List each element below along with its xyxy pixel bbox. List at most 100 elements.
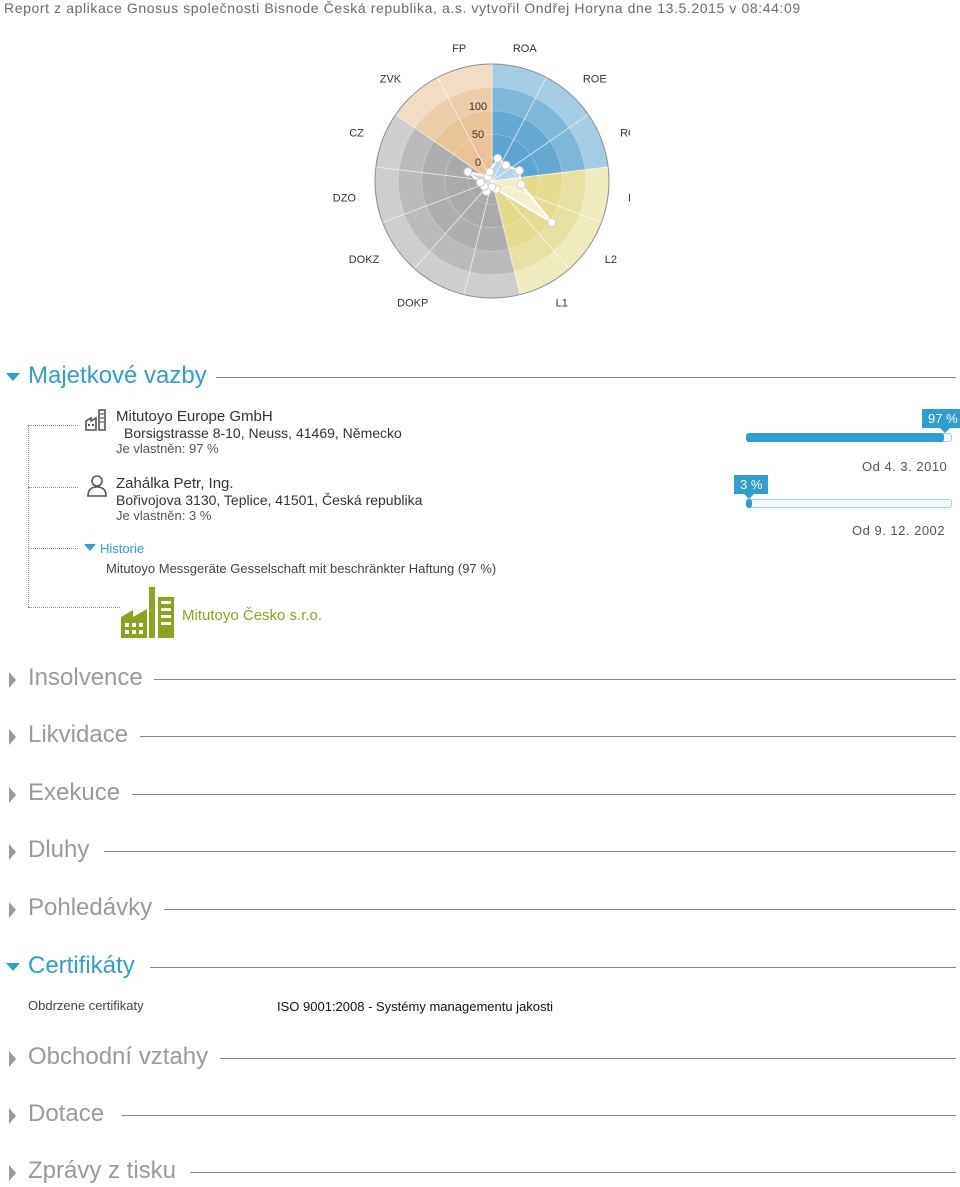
radar-data-point — [547, 217, 557, 227]
section-likvidace[interactable]: Likvidace — [0, 721, 960, 751]
bar-fill — [746, 433, 944, 442]
radar-chart: 050100ROAROEROSL3L2L1DOADOKPDOKZDZOCZZVK… — [333, 43, 630, 309]
chevron-right-icon[interactable] — [9, 844, 16, 860]
bar-date: Od 9. 12. 2002 — [852, 523, 946, 538]
chevron-down-icon[interactable] — [6, 963, 20, 971]
section-divider — [190, 1172, 956, 1173]
owner-share: Je vlastněn: 97 % — [116, 441, 219, 456]
bar-track — [746, 499, 952, 508]
tree-line — [28, 425, 78, 426]
radar-category-label: CZ — [349, 127, 364, 139]
section-divider — [104, 851, 956, 852]
tree-line — [28, 487, 78, 488]
section-majetkove-vazby[interactable]: Majetkové vazby — [0, 362, 960, 392]
radar-spoke — [375, 166, 493, 182]
section-title: Zprávy z tisku — [28, 1157, 177, 1184]
bar-percent-tag: 97 % — [922, 409, 960, 433]
radar-category-label: FP — [452, 43, 466, 55]
radar-data-point — [516, 180, 526, 190]
radar-tick-label: 50 — [472, 129, 484, 141]
chevron-right-icon[interactable] — [9, 672, 16, 688]
radar-spoke — [491, 180, 521, 295]
history-toggle-label[interactable]: Historie — [100, 541, 145, 556]
section-insolvence[interactable]: Insolvence — [0, 664, 960, 694]
bar-fill — [746, 499, 752, 508]
section-divider — [154, 679, 956, 680]
bar-date: Od 4. 3. 2010 — [862, 459, 948, 474]
radar-spoke — [437, 77, 493, 182]
radar-data-point — [493, 153, 503, 163]
radar-category-label: DOKZ — [349, 254, 380, 266]
company-factory-icon — [121, 587, 174, 638]
certificates-label: Obdrzene certifikaty — [28, 998, 144, 1013]
section-title: Obchodní vztahy — [28, 1043, 209, 1070]
tree-line — [28, 607, 120, 608]
section-title: Pohledávky — [28, 894, 153, 921]
section-title: Exekuce — [28, 779, 121, 806]
radar-category-label: L3 — [628, 193, 630, 205]
section-dluhy[interactable]: Dluhy — [0, 836, 960, 866]
radar-data-point — [475, 177, 485, 187]
radar-category-label: ZVK — [380, 73, 402, 85]
chevron-right-icon[interactable] — [9, 1051, 16, 1067]
radar-data-point — [501, 160, 511, 170]
radar-category-label: L1 — [556, 297, 568, 309]
chevron-down-icon[interactable] — [84, 544, 96, 551]
radar-data-point — [463, 167, 473, 177]
owner-name[interactable]: Mitutoyo Europe GmbH — [116, 408, 273, 425]
radar-category-label: ROA — [513, 43, 538, 55]
radar-category-label: ROS — [620, 127, 630, 139]
section-title: Majetkové vazby — [28, 362, 207, 389]
radar-category-label: ROE — [583, 73, 607, 85]
section-divider — [216, 377, 956, 378]
section-zpravy-z-tisku[interactable]: Zprávy z tisku — [0, 1157, 960, 1187]
radar-spoke — [395, 114, 493, 182]
section-exekuce[interactable]: Exekuce — [0, 779, 960, 809]
owner-block: Zahálka Petr, Ing. Bořivojova 3130, Tepl… — [116, 475, 422, 523]
tree-line — [28, 425, 29, 607]
section-title: Certifikáty — [28, 952, 135, 979]
owner-address: Bořivojova 3130, Teplice, 41501, Česká r… — [116, 492, 423, 508]
bar-percent-tag: 3 % — [734, 475, 769, 499]
chevron-right-icon[interactable] — [9, 787, 16, 803]
section-title: Dluhy — [28, 836, 90, 863]
section-title: Dotace — [28, 1100, 105, 1127]
radar-category-label: DOKP — [397, 297, 428, 309]
section-obchodni-vztahy[interactable]: Obchodní vztahy — [0, 1043, 960, 1073]
section-certifikaty[interactable]: Certifikáty — [0, 952, 960, 982]
report-header: Report z aplikace Gnosus společnosti Bis… — [4, 0, 801, 16]
radar-spoke — [463, 180, 493, 295]
section-divider — [132, 794, 956, 795]
certificate-value: ISO 9001:2008 - Systémy managementu jako… — [277, 999, 554, 1014]
chevron-right-icon[interactable] — [9, 1165, 16, 1181]
chevron-right-icon[interactable] — [9, 902, 16, 918]
person-icon — [87, 475, 107, 497]
owner-name[interactable]: Zahálka Petr, Ing. — [116, 475, 234, 492]
chevron-down-icon[interactable] — [6, 373, 20, 381]
tree-line — [28, 548, 78, 549]
history-item: Mitutoyo Messgeräte Gesselschaft mit bes… — [106, 561, 497, 576]
owner-share: Je vlastněn: 3 % — [116, 508, 212, 523]
radar-category-label: DZO — [333, 193, 357, 205]
owner-address: Borsigstrasse 8-10, Neuss, 41469, Německ… — [124, 425, 402, 441]
radar-data-point — [514, 166, 524, 176]
radar-spoke — [491, 180, 570, 269]
chevron-right-icon[interactable] — [9, 1108, 16, 1124]
section-dotace[interactable]: Dotace — [0, 1100, 960, 1130]
section-divider — [220, 1058, 956, 1059]
section-divider — [140, 736, 956, 737]
radar-spoke — [414, 180, 493, 269]
radar-tick-label: 0 — [475, 157, 481, 169]
factory-icon — [85, 409, 106, 431]
section-title: Likvidace — [28, 721, 129, 748]
company-name[interactable]: Mitutoyo Česko s.r.o. — [182, 607, 323, 624]
section-divider — [164, 909, 956, 910]
owner-block: Mitutoyo Europe GmbH Borsigstrasse 8-10,… — [116, 408, 402, 456]
section-pohledavky[interactable]: Pohledávky — [0, 894, 960, 924]
chevron-right-icon[interactable] — [9, 729, 16, 745]
radar-tick-label: 100 — [469, 101, 487, 113]
section-divider — [122, 1115, 956, 1116]
radar-spoke — [382, 180, 493, 223]
radar-data-point — [485, 167, 495, 177]
section-title: Insolvence — [28, 664, 143, 691]
